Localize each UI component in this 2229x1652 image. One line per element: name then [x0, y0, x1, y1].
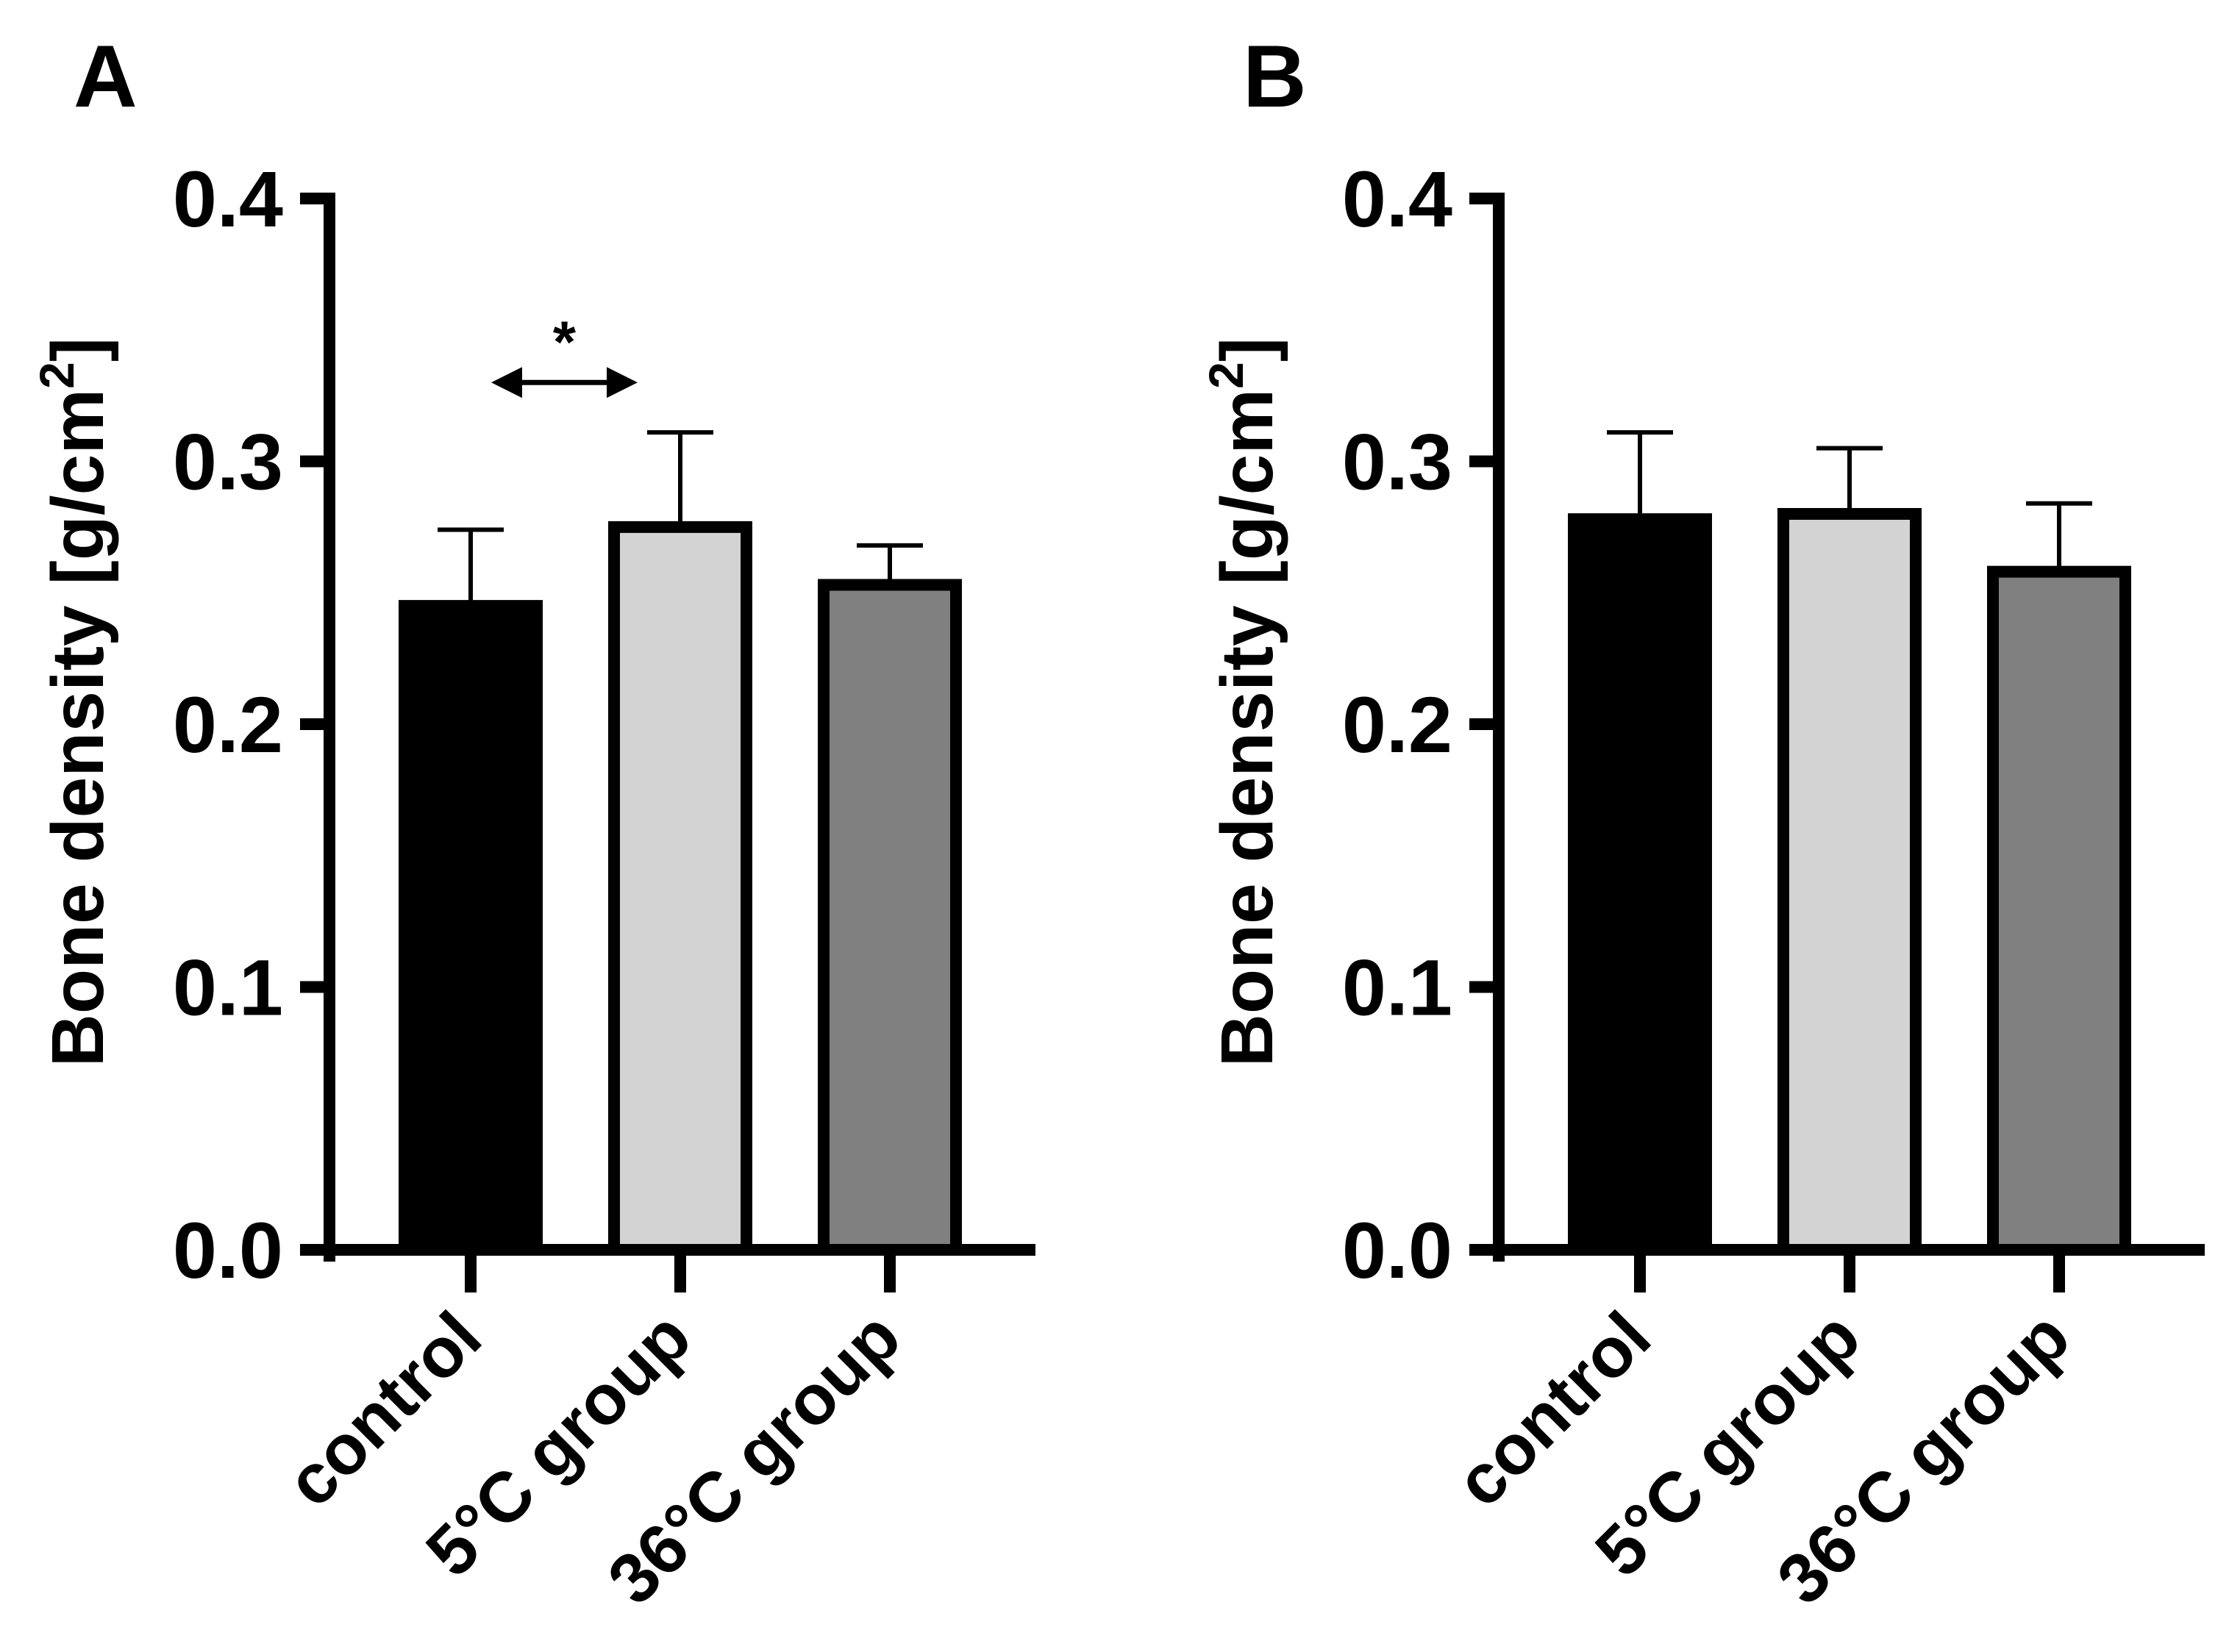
y-tick-label-b-1: 0.1: [1342, 943, 1452, 1032]
bar-a-1: [608, 521, 752, 1256]
y-axis-title-a: Bone density [g/cm2]: [29, 337, 119, 1067]
y-tick-label-a-2: 0.2: [173, 680, 283, 769]
y-tick-label-a-0: 0.0: [173, 1206, 283, 1295]
bar-a-0: [399, 600, 543, 1256]
y-tick-label-b-0: 0.0: [1342, 1206, 1452, 1295]
bar-b-0: [1568, 513, 1712, 1256]
bar-b-1: [1777, 508, 1922, 1256]
panel-label-a: A: [74, 27, 138, 126]
y-tick-label-a-4: 0.4: [173, 154, 283, 243]
y-tick-label-a-1: 0.1: [173, 943, 283, 1032]
y-tick-label-b-3: 0.3: [1342, 418, 1452, 507]
panel-label-b: B: [1243, 27, 1307, 126]
y-axis-title-b: Bone density [g/cm2]: [1199, 337, 1288, 1067]
y-tick-label-a-3: 0.3: [173, 418, 283, 507]
bar-b-2: [1987, 565, 2131, 1256]
y-tick-label-b-2: 0.2: [1342, 680, 1452, 769]
bar-a-2: [818, 579, 962, 1256]
y-tick-label-b-4: 0.4: [1342, 154, 1452, 243]
significance-star-a: *: [553, 309, 577, 374]
